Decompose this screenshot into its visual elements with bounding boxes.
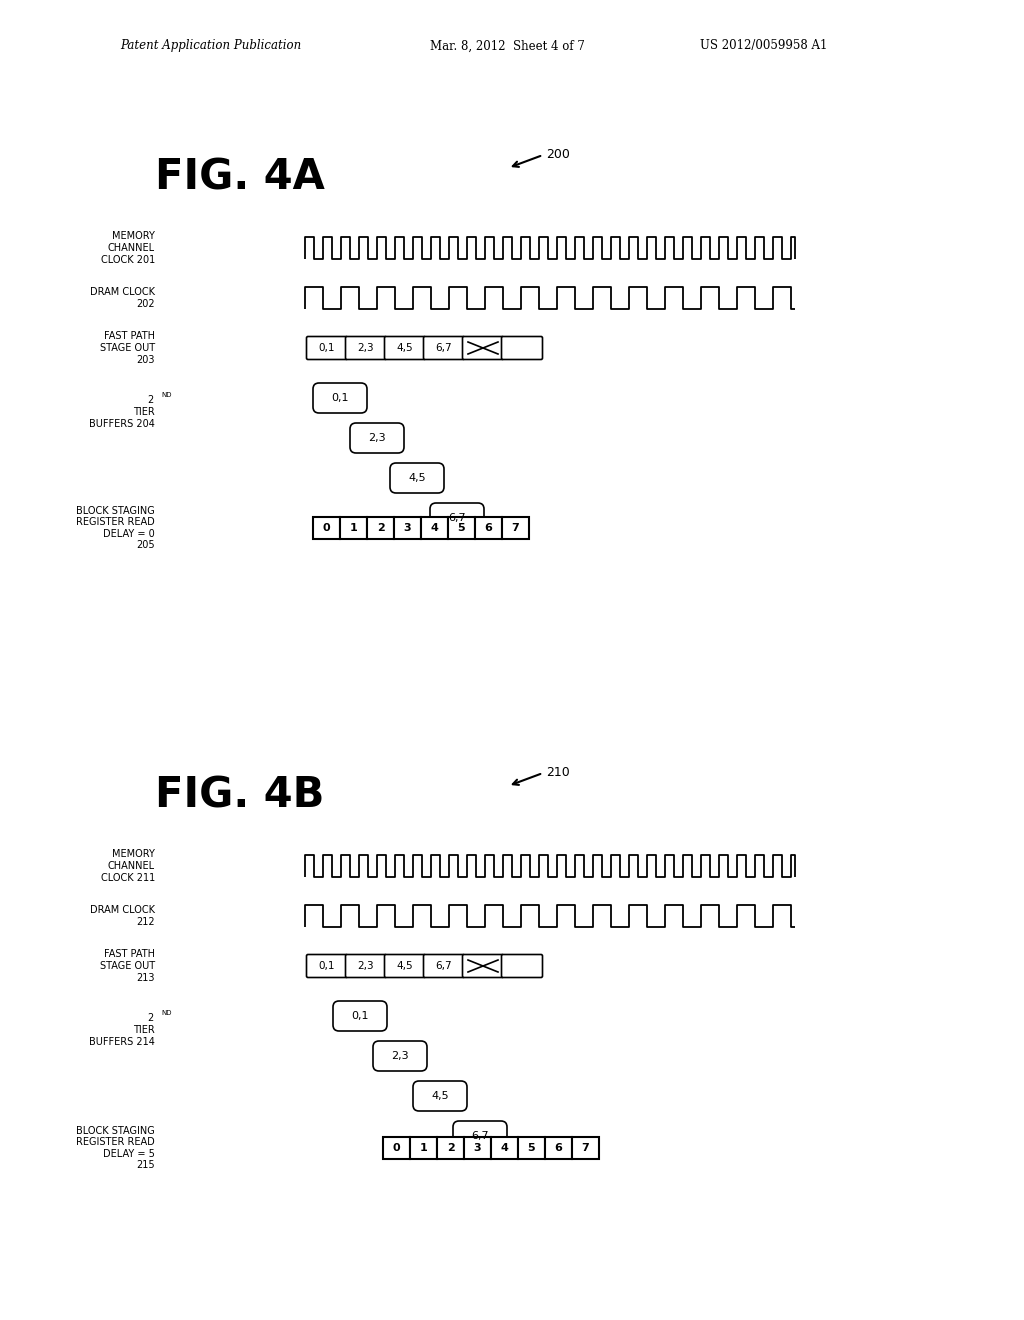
Text: 1: 1 [420, 1143, 427, 1152]
Text: 4,5: 4,5 [396, 961, 414, 972]
Text: MEMORY
CHANNEL
CLOCK 201: MEMORY CHANNEL CLOCK 201 [100, 231, 155, 264]
Bar [490, 1137, 518, 1159]
Text: DRAM CLOCK
202: DRAM CLOCK 202 [90, 288, 155, 309]
Text: 4,5: 4,5 [431, 1092, 449, 1101]
Text: 0: 0 [323, 523, 331, 533]
Text: 7: 7 [582, 1143, 590, 1152]
Text: 2,3: 2,3 [369, 433, 386, 444]
Bar [464, 1137, 490, 1159]
Text: DRAM CLOCK
212: DRAM CLOCK 212 [90, 906, 155, 927]
Text: 2,3: 2,3 [357, 343, 375, 352]
Text: 4: 4 [501, 1143, 509, 1152]
Bar [367, 517, 394, 539]
Text: Mar. 8, 2012  Sheet 4 of 7: Mar. 8, 2012 Sheet 4 of 7 [430, 40, 585, 53]
Text: 2: 2 [377, 523, 384, 533]
Text: FAST PATH
STAGE OUT
213: FAST PATH STAGE OUT 213 [100, 949, 155, 982]
Text: 6,7: 6,7 [471, 1131, 488, 1140]
FancyBboxPatch shape [350, 422, 404, 453]
Text: 3: 3 [474, 1143, 481, 1152]
Text: 1: 1 [349, 523, 357, 533]
FancyBboxPatch shape [424, 954, 465, 978]
Text: BUFFERS 214: BUFFERS 214 [89, 1038, 155, 1047]
Bar [383, 1137, 410, 1159]
FancyBboxPatch shape [313, 383, 367, 413]
Bar [394, 517, 421, 539]
Text: 6: 6 [555, 1143, 562, 1152]
Text: 6,7: 6,7 [435, 961, 453, 972]
Text: 3: 3 [403, 523, 412, 533]
FancyBboxPatch shape [424, 337, 465, 359]
Text: 210: 210 [546, 767, 569, 780]
Text: MEMORY
CHANNEL
CLOCK 211: MEMORY CHANNEL CLOCK 211 [100, 849, 155, 883]
Text: 0,1: 0,1 [351, 1011, 369, 1020]
Bar [340, 517, 367, 539]
Text: 4: 4 [430, 523, 438, 533]
Text: 5: 5 [527, 1143, 536, 1152]
FancyBboxPatch shape [384, 954, 426, 978]
Text: ND: ND [161, 1010, 171, 1016]
Text: 0,1: 0,1 [318, 961, 335, 972]
FancyBboxPatch shape [345, 337, 386, 359]
FancyBboxPatch shape [345, 954, 386, 978]
Text: 6,7: 6,7 [449, 513, 466, 523]
Text: 200: 200 [546, 149, 570, 161]
Bar [518, 1137, 545, 1159]
Text: Patent Application Publication: Patent Application Publication [120, 40, 301, 53]
FancyBboxPatch shape [430, 503, 484, 533]
Text: 2: 2 [446, 1143, 455, 1152]
FancyBboxPatch shape [384, 337, 426, 359]
Text: TIER: TIER [133, 407, 155, 417]
FancyBboxPatch shape [453, 1121, 507, 1151]
Text: FIG. 4A: FIG. 4A [155, 157, 325, 199]
FancyBboxPatch shape [502, 337, 543, 359]
Bar [437, 1137, 464, 1159]
Text: 7: 7 [512, 523, 519, 533]
Text: FIG. 4B: FIG. 4B [155, 775, 325, 817]
FancyBboxPatch shape [306, 337, 347, 359]
FancyBboxPatch shape [413, 1081, 467, 1111]
Text: 4,5: 4,5 [409, 473, 426, 483]
Text: 6,7: 6,7 [435, 343, 453, 352]
Text: FAST PATH
STAGE OUT
203: FAST PATH STAGE OUT 203 [100, 331, 155, 364]
Bar [313, 517, 340, 539]
Text: BUFFERS 204: BUFFERS 204 [89, 418, 155, 429]
Text: 0: 0 [392, 1143, 400, 1152]
Text: 2,3: 2,3 [357, 961, 375, 972]
Text: 6: 6 [484, 523, 493, 533]
FancyBboxPatch shape [502, 954, 543, 978]
Bar [421, 517, 449, 539]
Text: 0,1: 0,1 [331, 393, 349, 403]
Bar [572, 1137, 599, 1159]
Text: 2,3: 2,3 [391, 1051, 409, 1061]
FancyBboxPatch shape [333, 1001, 387, 1031]
Bar [502, 517, 529, 539]
Bar [545, 1137, 572, 1159]
FancyBboxPatch shape [373, 1041, 427, 1071]
Text: US 2012/0059958 A1: US 2012/0059958 A1 [700, 40, 827, 53]
Text: BLOCK STAGING
REGISTER READ
DELAY = 0
205: BLOCK STAGING REGISTER READ DELAY = 0 20… [76, 506, 155, 550]
FancyBboxPatch shape [390, 463, 444, 492]
Text: 0,1: 0,1 [318, 343, 335, 352]
Text: 5: 5 [458, 523, 465, 533]
FancyBboxPatch shape [463, 337, 504, 359]
Text: TIER: TIER [133, 1026, 155, 1035]
Bar [410, 1137, 437, 1159]
Text: 4,5: 4,5 [396, 343, 414, 352]
Text: ND: ND [161, 392, 171, 399]
Bar [449, 517, 475, 539]
Text: 2: 2 [147, 1012, 154, 1023]
Bar [475, 517, 502, 539]
Text: BLOCK STAGING
REGISTER READ
DELAY = 5
215: BLOCK STAGING REGISTER READ DELAY = 5 21… [76, 1126, 155, 1171]
FancyBboxPatch shape [463, 954, 504, 978]
Text: 2: 2 [147, 395, 154, 405]
FancyBboxPatch shape [306, 954, 347, 978]
